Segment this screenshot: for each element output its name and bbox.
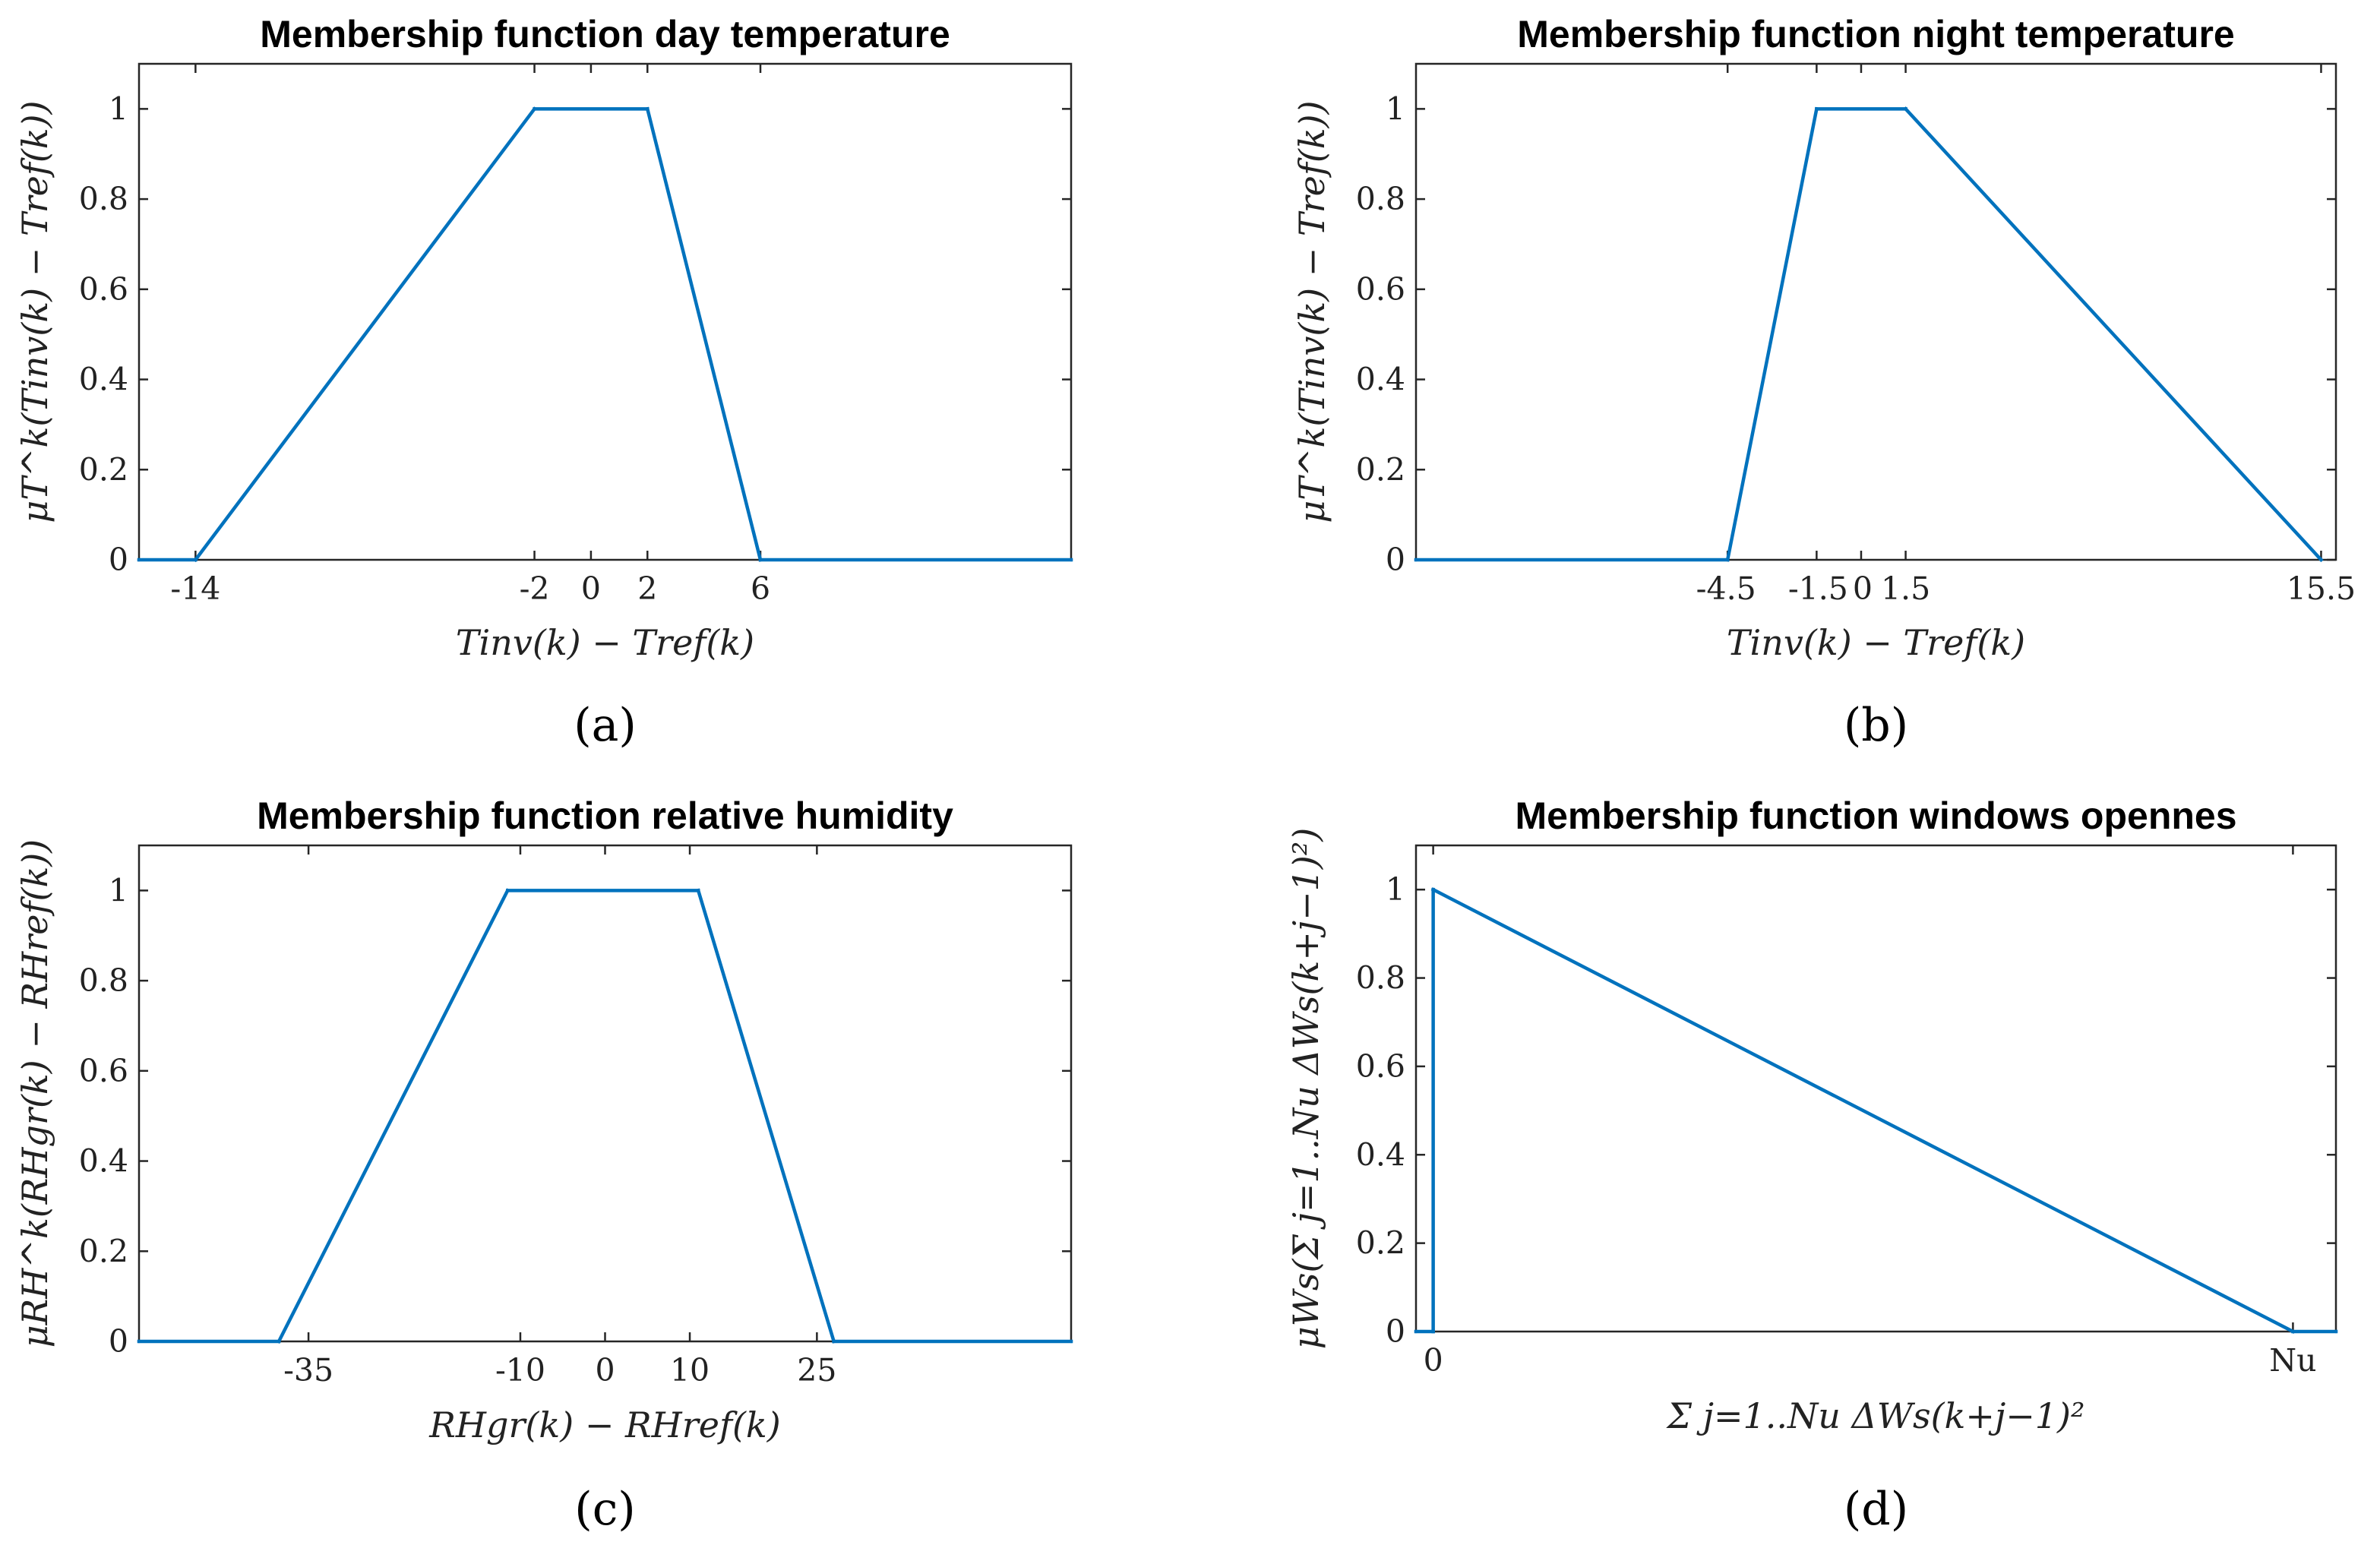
panel-3-curve-vertex <box>137 1339 141 1344</box>
panel-3-xlabel: RHgr(k) − RHref(k) <box>428 1404 781 1445</box>
panel-2-curve-segment <box>1903 106 2324 563</box>
panel-2-curve-vertex <box>2319 558 2323 562</box>
panel-1-ytick-label: 0.8 <box>79 181 128 217</box>
panel-2-curve-vertex <box>1414 558 1418 562</box>
panel-3-ylabel: μRH^k(RHgr(k) − RHref(k)) <box>14 839 55 1347</box>
panel-2-xtick-label: -1.5 <box>1788 570 1848 607</box>
panel-3-xtick-label: 10 <box>670 1352 710 1389</box>
panel-1-title: Membership function day temperature <box>260 13 950 55</box>
panel-1-curve-vertex <box>137 558 141 562</box>
panel-2-curve-segment <box>1725 106 1819 562</box>
panel-3-label: (c) <box>574 1483 635 1536</box>
panel-3-ytick-label: 0 <box>109 1323 128 1360</box>
panel-4-xtick-label: Nu <box>2269 1342 2316 1379</box>
panel-1-curve-vertex <box>646 107 650 111</box>
panel-4-ytick-label: 0.6 <box>1356 1048 1405 1085</box>
panel-3-curve-vertex <box>697 889 700 892</box>
panel-3-curve-segment <box>696 888 836 1344</box>
panel-3-xtick-label: 0 <box>595 1352 615 1389</box>
panel-4-ylabel: μWs(Σ j=1..Nu ΔWs(k+j−1)²) <box>1285 828 1326 1350</box>
panel-3-ytick-label: 0.6 <box>79 1053 128 1089</box>
panel-4-curve-vertex <box>1414 1329 1418 1334</box>
panel-4-ytick-label: 0.2 <box>1356 1225 1405 1262</box>
panel-3-xtick-label: 25 <box>797 1352 836 1389</box>
panel-3-curve-segment <box>277 888 510 1344</box>
panel-1-xtick-label: 6 <box>751 570 770 607</box>
panel-1-curve-vertex <box>533 107 536 111</box>
panel-2-curve-vertex <box>1904 107 1907 111</box>
panel-4-title: Membership function windows opennes <box>1515 795 2236 837</box>
panel-1-curve-segment <box>645 106 763 562</box>
panel-2-ytick-label: 0.6 <box>1356 271 1405 308</box>
panel-1-ylabel: μT^k(Tinv(k) − Tref(k)) <box>14 100 55 523</box>
panel-3-ytick-label: 0.2 <box>79 1233 128 1269</box>
panel-4-label: (d) <box>1844 1483 1908 1536</box>
panel-4-xtick-label: 0 <box>1424 1342 1443 1379</box>
panel-2-xtick-label: 0 <box>1853 570 1873 607</box>
panel-1-curve-vertex <box>194 558 198 562</box>
panel-3-ytick-label: 1 <box>109 872 128 908</box>
panel-2-xlabel: Tinv(k) − Tref(k) <box>1727 622 2025 663</box>
panel-4-ytick-label: 1 <box>1386 871 1405 908</box>
panel-4-plot-frame <box>1414 844 2337 1333</box>
panel-2-xtick-label: 15.5 <box>2287 570 2356 607</box>
panel-3-ytick-label: 0.4 <box>79 1143 128 1180</box>
panel-3-curve-vertex <box>1069 1339 1073 1344</box>
panel-4-curve-vertex <box>1431 1329 1435 1334</box>
panel-3-title: Membership function relative humidity <box>257 795 953 837</box>
panel-2-xtick-label: 1.5 <box>1881 570 1930 607</box>
panel-1-ytick-label: 0 <box>109 542 128 578</box>
panel-1-curve-vertex <box>758 558 763 562</box>
panel-1-xtick-label: -2 <box>520 570 550 607</box>
panel-1-ytick-label: 1 <box>109 90 128 127</box>
panel-1-curve-segment <box>193 106 537 563</box>
panel-2-curve-vertex <box>1725 558 1730 562</box>
panel-1-xtick-label: -14 <box>170 570 220 607</box>
panel-2-ytick-label: 0.4 <box>1356 362 1405 398</box>
panel-2-ytick-label: 0 <box>1386 542 1405 578</box>
panel-1-label: (a) <box>574 699 637 752</box>
panel-4-ytick-label: 0.8 <box>1356 960 1405 997</box>
panel-1-ytick-label: 0.4 <box>79 362 128 398</box>
panel-4-curve-vertex <box>2334 1329 2338 1334</box>
panel-3-curve-vertex <box>506 889 510 892</box>
panel-1-curve-vertex <box>1069 558 1073 562</box>
panel-2-ytick-label: 0.2 <box>1356 451 1405 488</box>
panel-3-curve-vertex <box>832 1339 836 1344</box>
panel-3-xtick-label: -35 <box>283 1352 333 1389</box>
panel-4-ytick-label: 0 <box>1386 1313 1405 1350</box>
panel-4-curve-segment <box>1430 887 2296 1335</box>
panel-2-ytick-label: 0.8 <box>1356 181 1405 217</box>
panel-1-ytick-label: 0.2 <box>79 451 128 488</box>
panel-3-xtick-label: -10 <box>495 1352 545 1389</box>
panel-2-ylabel: μT^k(Tinv(k) − Tref(k)) <box>1291 100 1332 523</box>
panel-3-plot-frame <box>137 844 1073 1343</box>
panel-4-curve-vertex <box>2291 1329 2295 1334</box>
panel-4-curve-vertex <box>1431 887 1435 892</box>
panel-4-ytick-label: 0.4 <box>1356 1136 1405 1173</box>
panel-3-ytick-label: 0.8 <box>79 962 128 999</box>
panel-2-title: Membership function night temperature <box>1517 13 2235 55</box>
panel-3-curve-vertex <box>277 1339 281 1344</box>
panel-2-plot-frame <box>1414 62 2337 561</box>
panel-1-plot-frame <box>137 62 1073 561</box>
panel-1-xtick-label: 2 <box>637 570 657 607</box>
panel-4-xlabel: Σ j=1..Nu ΔWs(k+j−1)² <box>1666 1395 2085 1436</box>
panel-2-xtick-label: -4.5 <box>1696 570 1756 607</box>
panel-2-ytick-label: 1 <box>1386 90 1405 127</box>
panel-1-ytick-label: 0.6 <box>79 271 128 308</box>
panel-2-label: (b) <box>1844 699 1908 752</box>
panel-1-xlabel: Tinv(k) − Tref(k) <box>456 622 754 663</box>
panel-2-curve-vertex <box>1815 107 1819 111</box>
panel-1-xtick-label: 0 <box>581 570 601 607</box>
